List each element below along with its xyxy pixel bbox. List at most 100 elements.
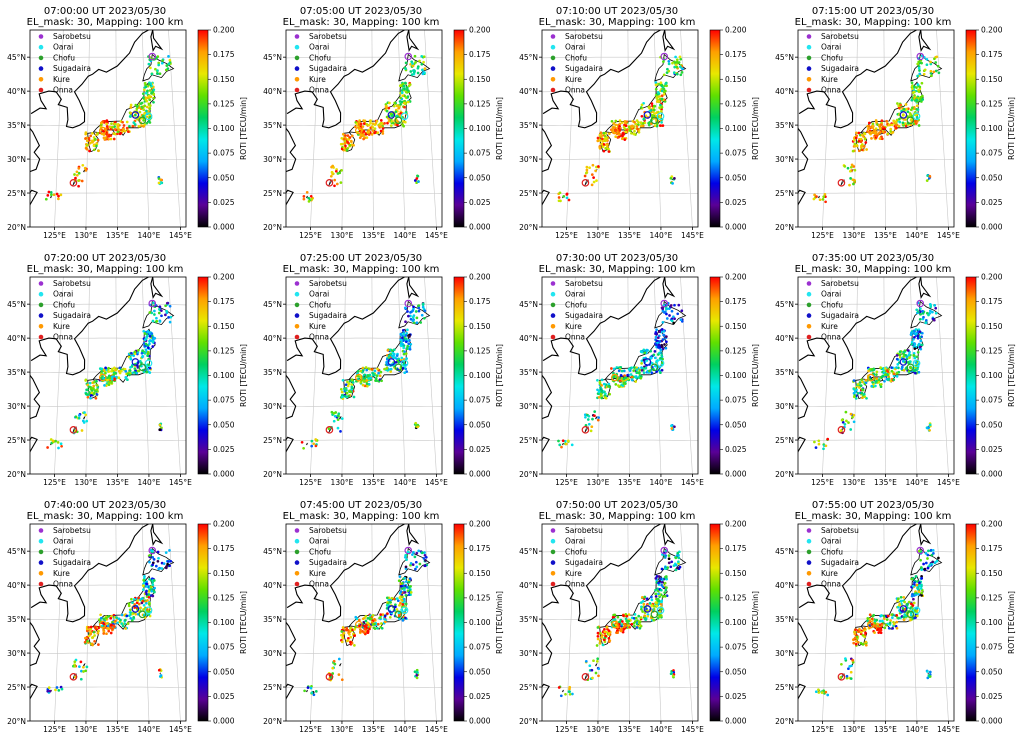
colorbar-tick-label: 0.175 <box>469 297 491 306</box>
roti-point <box>119 131 123 135</box>
roti-point <box>638 626 642 630</box>
roti-point <box>860 143 864 146</box>
x-tick-label: 140°E <box>394 231 417 240</box>
colorbar-tick-label: 0.125 <box>213 346 235 355</box>
roti-point <box>913 94 916 97</box>
coastline-continent <box>542 277 661 376</box>
roti-point <box>665 84 668 88</box>
roti-point <box>314 444 318 448</box>
roti-point <box>880 137 884 141</box>
roti-point <box>333 178 337 182</box>
roti-point <box>148 311 152 314</box>
roti-point <box>597 395 601 399</box>
roti-point <box>931 310 934 314</box>
roti-point <box>110 122 113 125</box>
roti-point <box>385 360 388 364</box>
roti-point <box>104 616 108 620</box>
panel-subtitle: EL_mask: 30, Mapping: 100 km <box>26 17 184 28</box>
roti-point <box>348 379 352 383</box>
roti-point <box>669 672 673 676</box>
roti-point <box>887 626 891 630</box>
roti-point <box>605 138 609 142</box>
roti-point <box>822 689 826 693</box>
roti-point <box>110 369 113 373</box>
colorbar-tick-label: 0.175 <box>981 50 1003 59</box>
roti-point <box>620 627 623 631</box>
roti-point <box>143 575 146 578</box>
y-tick-label: 45°N <box>263 53 282 62</box>
legend-label: Onna <box>565 86 585 95</box>
roti-point <box>89 632 92 636</box>
roti-point <box>77 167 81 170</box>
graticule-parallel <box>30 652 186 654</box>
roti-point <box>648 369 651 373</box>
roti-point <box>401 94 405 98</box>
roti-point <box>416 174 420 178</box>
roti-point <box>662 73 666 77</box>
roti-point <box>915 355 919 359</box>
roti-point <box>383 367 386 371</box>
roti-point <box>137 125 141 128</box>
roti-point <box>662 330 666 333</box>
station-marker <box>899 111 908 119</box>
roti-point <box>364 619 368 623</box>
roti-point <box>145 96 148 100</box>
roti-point <box>565 192 569 196</box>
station-marker <box>660 299 669 308</box>
roti-point <box>106 621 109 625</box>
panel-title: 07:00:00 UT 2023/05/30 <box>43 6 167 17</box>
roti-point <box>385 363 389 366</box>
graticule-meridian <box>822 524 832 721</box>
legend-marker <box>550 571 556 576</box>
roti-point <box>655 370 658 373</box>
colorbar-tick-label: 0.125 <box>981 99 1003 108</box>
roti-point <box>657 110 660 114</box>
roti-point <box>132 598 136 601</box>
roti-point <box>857 630 861 633</box>
roti-point <box>654 81 658 84</box>
colorbar <box>709 29 721 228</box>
roti-point <box>918 69 921 72</box>
roti-point <box>898 602 902 606</box>
roti-point <box>658 615 662 619</box>
roti-point <box>643 614 647 618</box>
colorbar-tick-label: 0.100 <box>469 371 491 380</box>
colorbar-tick-label: 0.075 <box>725 643 747 652</box>
roti-point <box>678 565 682 569</box>
graticule-parallel <box>542 439 698 441</box>
roti-point <box>853 168 857 172</box>
roti-point <box>625 614 629 618</box>
y-tick-label: 20°N <box>519 223 538 232</box>
coastline-japan <box>142 300 175 329</box>
roti-point <box>128 608 132 612</box>
roti-point <box>141 114 145 118</box>
roti-point <box>919 558 922 562</box>
roti-point <box>844 657 847 660</box>
roti-point <box>661 307 665 311</box>
roti-point <box>367 623 371 627</box>
coastline-continent <box>406 30 420 52</box>
roti-point <box>398 603 401 607</box>
roti-point <box>851 415 854 419</box>
roti-point <box>909 611 913 615</box>
roti-point <box>915 308 919 312</box>
roti-point <box>931 560 935 564</box>
roti-point <box>142 108 146 112</box>
roti-point <box>897 616 900 620</box>
roti-point <box>558 443 562 447</box>
x-tick-label: 135°E <box>106 725 129 734</box>
roti-point <box>362 631 366 634</box>
roti-point <box>922 562 925 566</box>
graticule-parallel <box>542 405 698 407</box>
graticule-meridian <box>424 524 437 721</box>
roti-point <box>309 686 313 690</box>
roti-point <box>92 144 96 148</box>
coastline-island <box>305 689 309 693</box>
roti-point <box>381 127 385 130</box>
roti-point <box>658 351 661 355</box>
roti-point <box>892 119 896 123</box>
roti-point <box>886 614 890 618</box>
roti-point <box>875 134 879 138</box>
roti-point <box>884 623 888 627</box>
roti-point <box>367 382 371 386</box>
